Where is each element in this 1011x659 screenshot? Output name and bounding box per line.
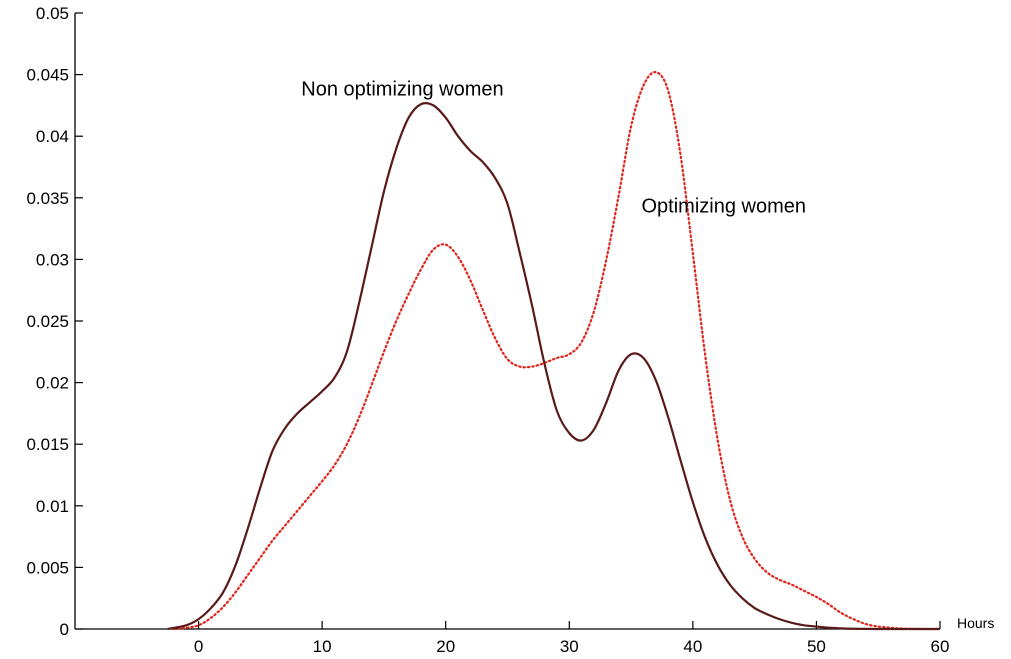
y-tick-label: 0.025	[26, 312, 69, 331]
x-tick-label: 50	[807, 637, 826, 656]
optimizing-line	[172, 71, 942, 631]
series-annotation: Optimizing women	[641, 196, 806, 218]
series-lines	[167, 71, 942, 631]
non_optimizing-line	[167, 101, 940, 631]
axes	[74, 13, 940, 630]
y-tick-label: 0.04	[36, 127, 69, 146]
y-tick-label: 0.015	[26, 435, 69, 454]
y-tick-label: 0.05	[36, 4, 69, 23]
y-tick-label: 0.02	[36, 374, 69, 393]
series-annotation: Non optimizing women	[301, 79, 503, 101]
x-ticks: 0 10 20 30 40 50 60	[194, 621, 950, 656]
y-tick-label: 0.005	[26, 558, 69, 577]
y-tick-label: 0.01	[36, 497, 69, 516]
x-tick-label: 40	[683, 637, 702, 656]
x-tick-label: 0	[194, 637, 203, 656]
y-tick-label: 0.03	[36, 250, 69, 269]
x-tick-label: 10	[313, 637, 332, 656]
y-tick-label: 0.035	[26, 189, 69, 208]
x-axis-title: Hours	[957, 615, 994, 631]
annotations: Non optimizing women Optimizing women	[301, 79, 806, 218]
y-tick-label: 0.045	[26, 66, 69, 85]
x-tick-label: 30	[560, 637, 579, 656]
y-tick-label: 0	[60, 620, 69, 639]
y-ticks: 0 0.005 0.01 0.015 0.02 0.025 0.03 0.035 0.04 0.0…	[26, 4, 83, 639]
x-tick-label: 20	[436, 637, 455, 656]
x-tick-label: 60	[931, 637, 950, 656]
